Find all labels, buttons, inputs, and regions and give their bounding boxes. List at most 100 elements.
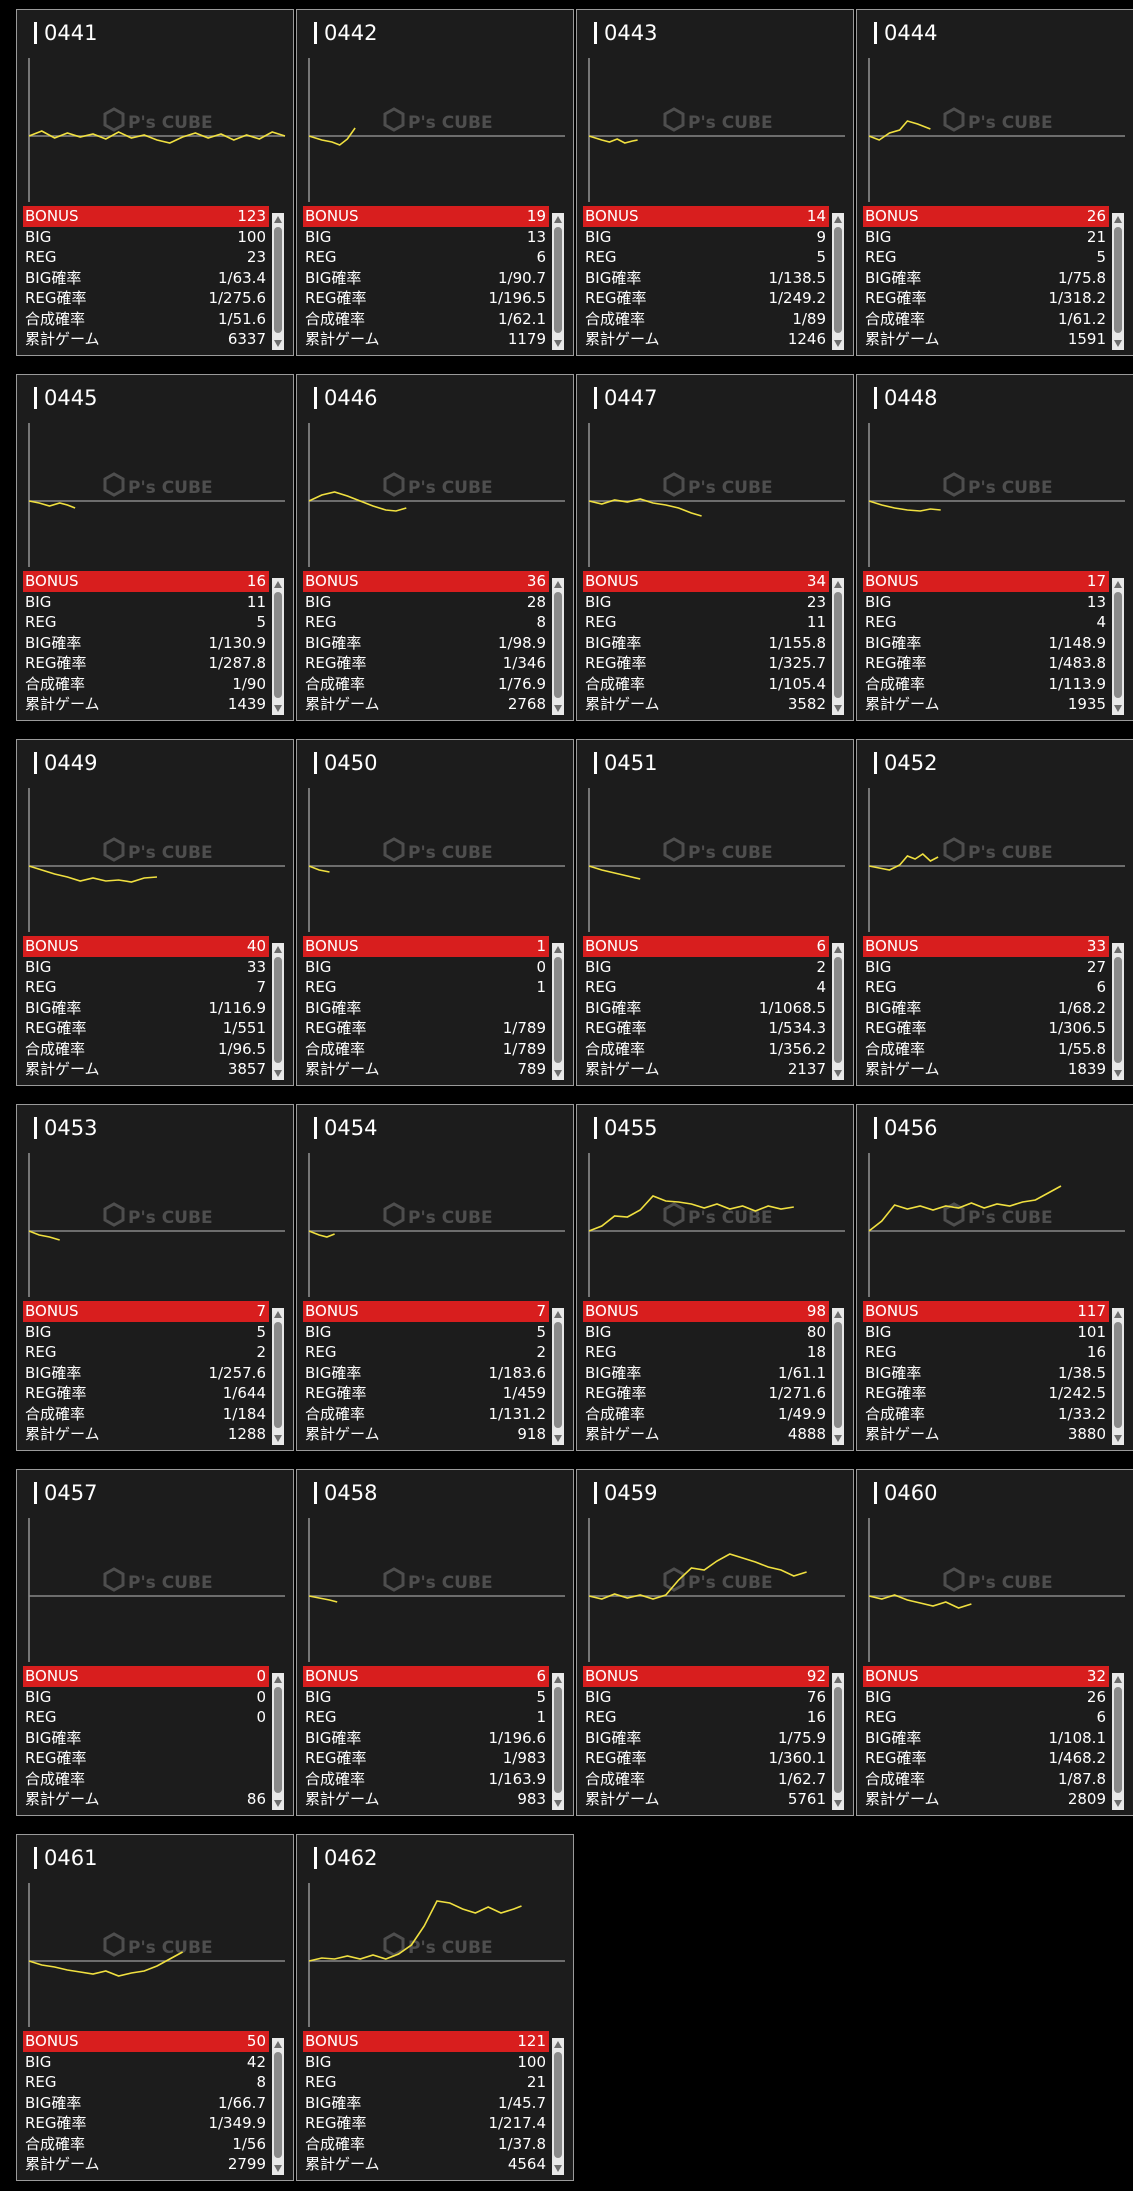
stats-scrollbar[interactable] <box>1112 1308 1124 1445</box>
machine-card[interactable]: 0448 P's CUBE BONUS 17 BIG 13 REG 4 BIG確率 1/148.9… <box>856 374 1133 721</box>
scroll-up-icon[interactable] <box>1114 216 1122 223</box>
machine-card[interactable]: 0458 P's CUBE BONUS 6 BIG 5 REG 1 BIG確率 1/196.6 RE… <box>296 1469 574 1816</box>
scroll-down-icon[interactable] <box>274 705 282 712</box>
scroll-up-icon[interactable] <box>274 1311 282 1318</box>
scroll-thumb[interactable] <box>1114 592 1122 698</box>
scroll-down-icon[interactable] <box>554 705 562 712</box>
scroll-thumb[interactable] <box>274 1687 282 1793</box>
scroll-down-icon[interactable] <box>554 340 562 347</box>
scroll-down-icon[interactable] <box>1114 1435 1122 1442</box>
stats-scrollbar[interactable] <box>272 1673 284 1810</box>
stats-scrollbar[interactable] <box>1112 943 1124 1080</box>
scroll-thumb[interactable] <box>834 227 842 333</box>
stats-scrollbar[interactable] <box>552 1308 564 1445</box>
scroll-up-icon[interactable] <box>834 1311 842 1318</box>
scroll-up-icon[interactable] <box>1114 581 1122 588</box>
scroll-up-icon[interactable] <box>274 216 282 223</box>
machine-card[interactable]: 0447 P's CUBE BONUS 34 BIG 23 REG 11 BIG確率 1/155.… <box>576 374 854 721</box>
stats-scrollbar[interactable] <box>552 943 564 1080</box>
stats-scrollbar[interactable] <box>272 1308 284 1445</box>
scroll-up-icon[interactable] <box>1114 946 1122 953</box>
stats-scrollbar[interactable] <box>272 578 284 715</box>
scroll-down-icon[interactable] <box>1114 1800 1122 1807</box>
scroll-thumb[interactable] <box>1114 227 1122 333</box>
scroll-thumb[interactable] <box>274 1322 282 1428</box>
scroll-down-icon[interactable] <box>834 1435 842 1442</box>
stats-scrollbar[interactable] <box>552 2038 564 2175</box>
scroll-thumb[interactable] <box>834 1687 842 1793</box>
stats-scrollbar[interactable] <box>1112 578 1124 715</box>
scroll-down-icon[interactable] <box>1114 1070 1122 1077</box>
scroll-up-icon[interactable] <box>834 946 842 953</box>
stats-scrollbar[interactable] <box>272 213 284 350</box>
machine-card[interactable]: 0455 P's CUBE BONUS 98 BIG 80 REG 18 BIG確率 1/61.1… <box>576 1104 854 1451</box>
stats-scrollbar[interactable] <box>832 1673 844 1810</box>
machine-card[interactable]: 0443 P's CUBE BONUS 14 BIG 9 REG 5 BIG確率 1/138.5 R… <box>576 9 854 356</box>
scroll-up-icon[interactable] <box>274 581 282 588</box>
scroll-up-icon[interactable] <box>274 2041 282 2048</box>
scroll-down-icon[interactable] <box>274 1800 282 1807</box>
machine-card[interactable]: 0459 P's CUBE BONUS 92 BIG 76 REG 16 BIG確率 1/75.9… <box>576 1469 854 1816</box>
machine-card[interactable]: 0442 P's CUBE BONUS 19 BIG 13 REG 6 BIG確率 1/90.7 R… <box>296 9 574 356</box>
scroll-up-icon[interactable] <box>834 1676 842 1683</box>
scroll-thumb[interactable] <box>834 957 842 1063</box>
stats-scrollbar[interactable] <box>832 943 844 1080</box>
machine-card[interactable]: 0456 P's CUBE BONUS 117 BIG 101 REG 16 BIG確率 1/38… <box>856 1104 1133 1451</box>
scroll-thumb[interactable] <box>554 1687 562 1793</box>
scroll-up-icon[interactable] <box>274 1676 282 1683</box>
scroll-up-icon[interactable] <box>1114 1311 1122 1318</box>
scroll-down-icon[interactable] <box>834 340 842 347</box>
scroll-thumb[interactable] <box>1114 957 1122 1063</box>
scroll-down-icon[interactable] <box>274 2165 282 2172</box>
machine-card[interactable]: 0449 P's CUBE BONUS 40 BIG 33 REG 7 BIG確率 1/116.9… <box>16 739 294 1086</box>
scroll-thumb[interactable] <box>554 2052 562 2158</box>
scroll-up-icon[interactable] <box>834 216 842 223</box>
scroll-down-icon[interactable] <box>554 1800 562 1807</box>
machine-card[interactable]: 0457 P's CUBE BONUS 0 BIG 0 REG 0 BIG確率 REG確率 合成確率… <box>16 1469 294 1816</box>
scroll-thumb[interactable] <box>834 1322 842 1428</box>
scroll-down-icon[interactable] <box>1114 705 1122 712</box>
scroll-up-icon[interactable] <box>1114 1676 1122 1683</box>
scroll-thumb[interactable] <box>554 1322 562 1428</box>
machine-card[interactable]: 0450 P's CUBE BONUS 1 BIG 0 REG 1 BIG確率 REG確率 1/78… <box>296 739 574 1086</box>
machine-card[interactable]: 0460 P's CUBE BONUS 32 BIG 26 REG 6 BIG確率 1/108.1… <box>856 1469 1133 1816</box>
stats-scrollbar[interactable] <box>1112 213 1124 350</box>
stats-scrollbar[interactable] <box>832 1308 844 1445</box>
stats-scrollbar[interactable] <box>552 578 564 715</box>
machine-card[interactable]: 0453 P's CUBE BONUS 7 BIG 5 REG 2 BIG確率 1/257.6 RE… <box>16 1104 294 1451</box>
machine-card[interactable]: 0451 P's CUBE BONUS 6 BIG 2 REG 4 BIG確率 1/1068.5 R… <box>576 739 854 1086</box>
scroll-thumb[interactable] <box>274 957 282 1063</box>
stats-scrollbar[interactable] <box>832 213 844 350</box>
machine-card[interactable]: 0461 P's CUBE BONUS 50 BIG 42 REG 8 BIG確率 1/66.7 R… <box>16 1834 294 2181</box>
scroll-up-icon[interactable] <box>554 946 562 953</box>
stats-scrollbar[interactable] <box>552 1673 564 1810</box>
machine-card[interactable]: 0446 P's CUBE BONUS 36 BIG 28 REG 8 BIG確率 1/98.9 R… <box>296 374 574 721</box>
stats-scrollbar[interactable] <box>552 213 564 350</box>
scroll-thumb[interactable] <box>554 957 562 1063</box>
stats-scrollbar[interactable] <box>1112 1673 1124 1810</box>
scroll-thumb[interactable] <box>554 592 562 698</box>
scroll-up-icon[interactable] <box>554 1311 562 1318</box>
stats-scrollbar[interactable] <box>832 578 844 715</box>
scroll-down-icon[interactable] <box>554 1435 562 1442</box>
scroll-up-icon[interactable] <box>554 581 562 588</box>
machine-card[interactable]: 0445 P's CUBE BONUS 16 BIG 11 REG 5 BIG確率 1/130.9… <box>16 374 294 721</box>
scroll-down-icon[interactable] <box>834 1070 842 1077</box>
scroll-thumb[interactable] <box>274 592 282 698</box>
machine-card[interactable]: 0441 P's CUBE BONUS 123 BIG 100 REG 23 BIG確率 1/63… <box>16 9 294 356</box>
scroll-down-icon[interactable] <box>1114 340 1122 347</box>
scroll-up-icon[interactable] <box>834 581 842 588</box>
machine-card[interactable]: 0462 P's CUBE BONUS 121 BIG 100 REG 21 BIG確率 1/45… <box>296 1834 574 2181</box>
scroll-thumb[interactable] <box>1114 1687 1122 1793</box>
stats-scrollbar[interactable] <box>272 943 284 1080</box>
scroll-thumb[interactable] <box>554 227 562 333</box>
scroll-down-icon[interactable] <box>554 1070 562 1077</box>
scroll-thumb[interactable] <box>834 592 842 698</box>
scroll-up-icon[interactable] <box>554 1676 562 1683</box>
stats-scrollbar[interactable] <box>272 2038 284 2175</box>
scroll-down-icon[interactable] <box>554 2165 562 2172</box>
machine-card[interactable]: 0452 P's CUBE BONUS 33 BIG 27 REG 6 BIG確率 1/68.2 R… <box>856 739 1133 1086</box>
machine-card[interactable]: 0444 P's CUBE BONUS 26 BIG 21 REG 5 BIG確率 1/75.8 R… <box>856 9 1133 356</box>
scroll-up-icon[interactable] <box>554 216 562 223</box>
scroll-down-icon[interactable] <box>274 1070 282 1077</box>
